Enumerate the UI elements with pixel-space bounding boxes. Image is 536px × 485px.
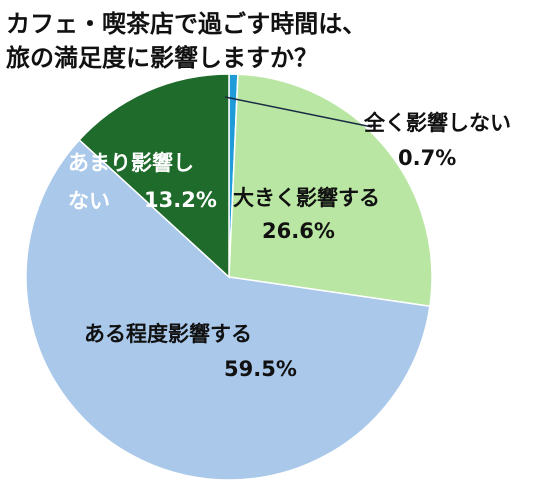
value-label: 59.5% xyxy=(224,357,297,381)
slice-label: 全く影響しない xyxy=(364,111,511,135)
value-label: 13.2% xyxy=(144,188,217,212)
pie-slice xyxy=(25,138,431,481)
pie-slice xyxy=(78,73,230,279)
chart-title: カフェ・喫茶店で過ごす時間は、 xyxy=(6,10,367,38)
slice-label: ある程度影響する xyxy=(84,322,252,346)
pie-slice xyxy=(228,73,433,308)
slice-label: 大きく影響する xyxy=(233,186,380,210)
chart-title: 旅の満足度に影響しますか？ xyxy=(6,44,318,72)
value-label: 0.7% xyxy=(398,146,457,170)
value-label: 26.6% xyxy=(262,219,335,243)
slice-label: あまり影響しない xyxy=(68,151,194,213)
leader-line xyxy=(224,96,373,128)
